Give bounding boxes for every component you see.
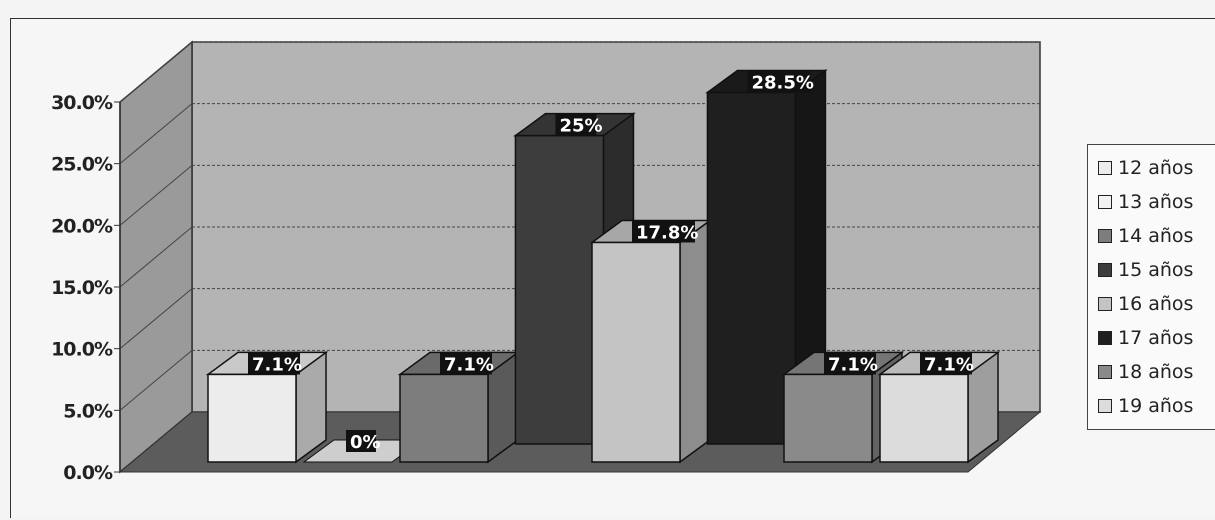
gridline-side — [119, 164, 193, 226]
bar-front — [207, 373, 297, 463]
legend-label: 19 años — [1118, 395, 1194, 417]
data-label-text: 7.1% — [924, 354, 974, 375]
data-label-text: 0% — [350, 432, 381, 453]
legend-label: 16 años — [1118, 293, 1194, 315]
bar — [513, 112, 636, 446]
y-tick-label: 15.0% — [51, 277, 113, 299]
gridlines — [114, 41, 1040, 473]
bar-front — [783, 373, 873, 463]
data-label-bg — [920, 352, 972, 375]
data-label-bg — [248, 352, 300, 375]
data-label-text: 28.5% — [751, 73, 813, 94]
bar — [589, 218, 713, 464]
y-tick-label: 20.0% — [51, 215, 113, 237]
data-label: 25% — [555, 113, 603, 137]
legend-swatch — [1098, 297, 1112, 311]
gridline-side — [119, 226, 193, 288]
bar-front — [706, 91, 797, 445]
data-label: 0% — [346, 430, 381, 453]
bar-front — [514, 134, 605, 445]
bar-front — [879, 373, 969, 463]
gridline-side — [119, 349, 193, 411]
legend-swatch — [1098, 399, 1112, 413]
y-tick-label: 5.0% — [63, 400, 113, 422]
data-label: 7.1% — [920, 352, 974, 375]
gridline-side — [119, 103, 193, 165]
data-label: 7.1% — [824, 352, 878, 375]
y-tick-label: 25.0% — [51, 154, 113, 176]
data-label-text: 7.1% — [828, 354, 878, 375]
legend-label: 17 años — [1118, 327, 1194, 349]
legend-item: 16 años — [1098, 287, 1215, 321]
legend-item: 13 años — [1098, 185, 1215, 219]
bar-chart-3d: 0.0%5.0%10.0%15.0%20.0%25.0%30.0%7.1%0%7… — [51, 40, 1042, 484]
data-label: 17.8% — [632, 220, 698, 243]
y-tick-label: 30.0% — [51, 92, 113, 114]
legend-label: 15 años — [1118, 259, 1194, 281]
legend-item: 14 años — [1098, 219, 1215, 253]
data-label-text: 25% — [559, 116, 602, 137]
y-tick-label: 10.0% — [51, 339, 113, 361]
data-label-text: 17.8% — [636, 222, 698, 243]
legend-label: 18 años — [1118, 361, 1194, 383]
data-label-text: 7.1% — [444, 354, 494, 375]
bar-side — [679, 218, 711, 464]
bar-front — [591, 241, 681, 463]
data-label: 7.1% — [440, 352, 494, 375]
legend-label: 14 años — [1118, 225, 1194, 247]
legend-item: 12 años — [1098, 151, 1215, 185]
legend-item: 19 años — [1098, 389, 1215, 423]
legend-swatch — [1098, 161, 1112, 175]
plot-area: 0.0%5.0%10.0%15.0%20.0%25.0%30.0%7.1%0%7… — [51, 40, 1042, 484]
y-tick-label: 0.0% — [63, 462, 113, 484]
gridline-side — [119, 288, 193, 350]
legend-swatch — [1098, 195, 1112, 209]
legend-label: 12 años — [1118, 157, 1194, 179]
bar — [877, 350, 1001, 464]
legend-swatch — [1098, 365, 1112, 379]
legend-item: 18 años — [1098, 355, 1215, 389]
data-label-bg — [824, 352, 876, 375]
data-label-text: 7.1% — [252, 354, 302, 375]
data-label-bg — [555, 113, 597, 136]
bar-front — [399, 373, 489, 463]
legend-item: 17 años — [1098, 321, 1215, 355]
data-labels: 7.1% 0% 7.1% 25% 17.8% 28.5% 7.1% 7.1% — [248, 70, 974, 453]
legend-swatch — [1098, 263, 1112, 277]
legend-item: 15 años — [1098, 253, 1215, 287]
legend-swatch — [1098, 331, 1112, 345]
data-label-bg — [440, 352, 492, 375]
data-label-bg — [747, 70, 811, 93]
gridline-side — [119, 41, 193, 103]
legend-swatch — [1098, 229, 1112, 243]
data-label-bg — [346, 430, 376, 452]
chart-legend: 12 años 13 años 14 años 15 años 16 años 17 añ… — [1087, 144, 1215, 430]
legend-label: 13 años — [1118, 191, 1194, 213]
data-label: 7.1% — [248, 352, 302, 375]
data-label: 28.5% — [747, 70, 814, 94]
data-label-bg — [632, 220, 695, 243]
